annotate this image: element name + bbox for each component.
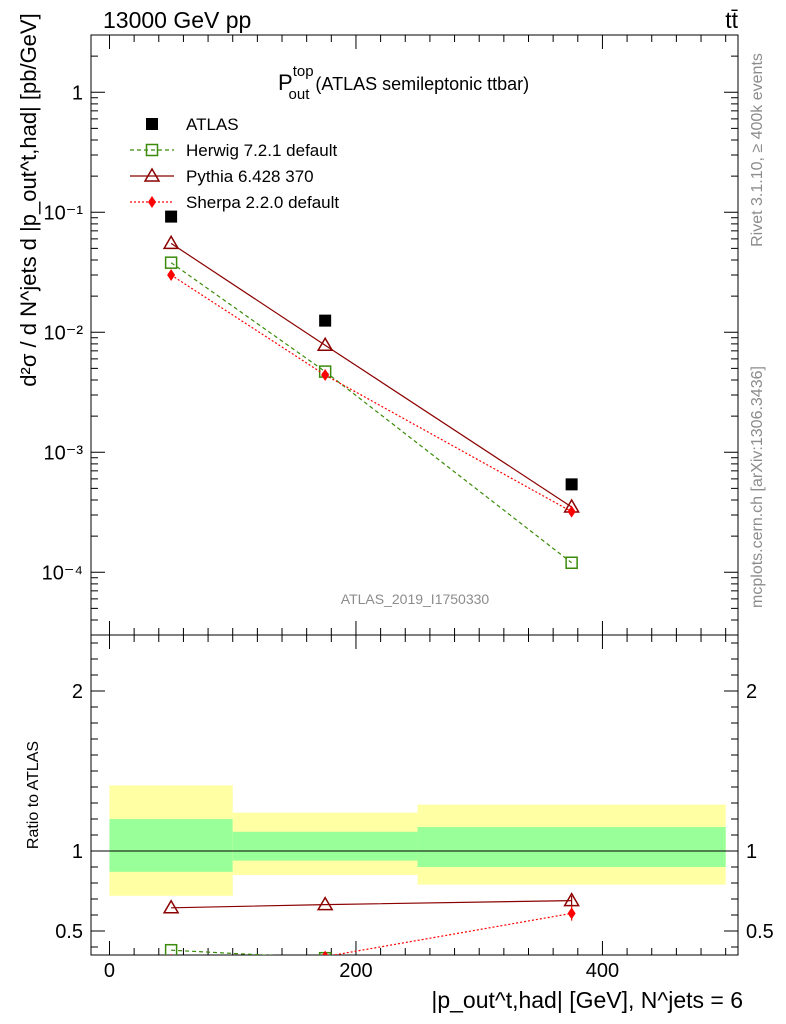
ratio-data-point xyxy=(162,899,180,914)
legend-marker xyxy=(143,167,161,182)
main-y-tick-label: 10⁻² xyxy=(44,322,84,344)
ratio-series-line xyxy=(171,949,276,955)
ratio-series-line xyxy=(330,912,572,955)
ratio-plot-frame xyxy=(90,634,739,956)
main-series-line xyxy=(170,242,572,508)
main-data-point xyxy=(167,269,176,281)
title-sub: out xyxy=(289,86,311,103)
stat-uncertainty-band xyxy=(232,831,418,861)
ratio-y-tick-label: 1 xyxy=(72,841,83,863)
main-series-line xyxy=(170,274,572,513)
stat-uncertainty-band xyxy=(109,819,233,872)
main-data-point xyxy=(321,369,330,382)
title-rest: (ATLAS semileptonic ttbar) xyxy=(315,74,529,94)
ratio-data-point xyxy=(316,896,334,911)
main-data-point xyxy=(316,336,334,351)
main-data-point xyxy=(565,478,578,491)
rivet-label: Rivet 3.1.10, ≥ 400k events xyxy=(749,53,766,247)
legend-label: Pythia 6.428 370 xyxy=(186,167,314,186)
main-y-tick-label: 10⁻³ xyxy=(44,442,84,464)
main-data-point xyxy=(164,256,178,269)
main-series-line xyxy=(170,262,572,564)
legend-marker xyxy=(148,196,156,208)
main-y-tick-label: 10⁻¹ xyxy=(44,202,84,224)
collision-label: 13000 GeV pp xyxy=(103,7,251,33)
ratio-y-tick-label-right: 2 xyxy=(746,681,757,703)
ratio-data-point xyxy=(563,892,580,907)
ratio-y-tick-label: 0.5 xyxy=(55,921,83,943)
axis-ticks: 10⁻⁴ 10⁻³ 10⁻² 10⁻¹ 1 0 200 400 0.5 0.5 1 1 2 2 xyxy=(42,34,774,982)
main-data-point xyxy=(567,505,576,518)
x-tick-label: 200 xyxy=(339,960,372,982)
ratio-series xyxy=(162,892,580,955)
x-tick-label: 400 xyxy=(586,960,619,982)
legend-label: ATLAS xyxy=(186,115,239,134)
ratio-series-line xyxy=(171,900,572,909)
main-y-tick-label: 10⁻⁴ xyxy=(42,562,83,584)
legend-marker xyxy=(146,118,158,130)
legend: ATLAS Herwig 7.2.1 default Pythia 6.428 37… xyxy=(130,115,339,212)
main-series xyxy=(162,210,580,570)
ratio-y-tick-label: 2 xyxy=(72,681,83,703)
mcplots-label: mcplots.cern.ch [arXiv:1306.3436] xyxy=(749,366,766,608)
ratio-data-point xyxy=(322,950,329,955)
main-data-point xyxy=(319,314,332,327)
main-y-axis-label: d²σ / d N^jets d |p_out^t,had| [pb/GeV] xyxy=(16,13,41,386)
legend-label: Sherpa 2.2.0 default xyxy=(186,193,339,212)
ratio-y-tick-label-right: 1 xyxy=(746,841,757,863)
x-tick-label: 0 xyxy=(104,960,115,982)
legend-marker xyxy=(145,143,159,157)
ratio-data-point xyxy=(567,907,576,920)
title-sup: top xyxy=(293,63,314,80)
main-data-point xyxy=(162,234,180,250)
x-axis-label: |p_out^t,had| [GeV], N^jets = 6 xyxy=(431,987,743,1013)
analysis-label: ATLAS_2019_I1750330 xyxy=(341,591,490,607)
ratio-bands xyxy=(109,785,726,896)
main-y-tick-label: 1 xyxy=(72,82,83,104)
ratio-series-clipped xyxy=(162,892,580,955)
process-label: tt̄ xyxy=(725,7,738,33)
stat-uncertainty-band xyxy=(417,827,726,867)
main-data-point xyxy=(565,556,578,570)
ratio-data-point xyxy=(170,953,172,955)
ratio-data-point xyxy=(164,943,178,955)
legend-label: Herwig 7.2.1 default xyxy=(186,141,337,160)
plot-title: Ptop out(ATLAS semileptonic ttbar) xyxy=(278,63,529,103)
main-data-point xyxy=(165,210,178,223)
title-main: P xyxy=(278,70,293,95)
ratio-y-axis-label: Ratio to ATLAS xyxy=(25,741,42,849)
ratio-y-tick-label-right: 0.5 xyxy=(746,921,774,943)
